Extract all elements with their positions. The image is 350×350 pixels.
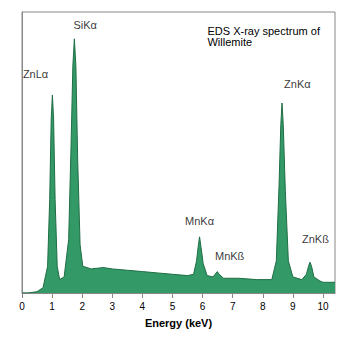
svg-text:EDS X-ray spectrum of: EDS X-ray spectrum of bbox=[207, 24, 323, 37]
svg-text:ZnKß: ZnKß bbox=[302, 233, 329, 245]
svg-text:ZnLα: ZnLα bbox=[23, 68, 49, 80]
svg-text:6: 6 bbox=[200, 301, 206, 312]
svg-text:7: 7 bbox=[230, 301, 236, 312]
svg-text:0: 0 bbox=[19, 301, 25, 312]
svg-text:10: 10 bbox=[317, 301, 329, 312]
svg-text:3: 3 bbox=[110, 301, 116, 312]
svg-text:9: 9 bbox=[290, 301, 296, 312]
svg-text:MnKα: MnKα bbox=[185, 215, 215, 227]
svg-text:Energy (keV): Energy (keV) bbox=[145, 317, 213, 329]
svg-text:8: 8 bbox=[260, 301, 266, 312]
svg-text:Willemite: Willemite bbox=[207, 36, 252, 48]
svg-text:SiKα: SiKα bbox=[73, 19, 97, 31]
svg-text:MnKß: MnKß bbox=[215, 250, 245, 262]
svg-text:5: 5 bbox=[170, 301, 176, 312]
svg-text:2: 2 bbox=[79, 301, 85, 312]
svg-text:ZnKα: ZnKα bbox=[284, 78, 311, 90]
svg-text:1: 1 bbox=[49, 301, 55, 312]
svg-text:4: 4 bbox=[140, 301, 146, 312]
